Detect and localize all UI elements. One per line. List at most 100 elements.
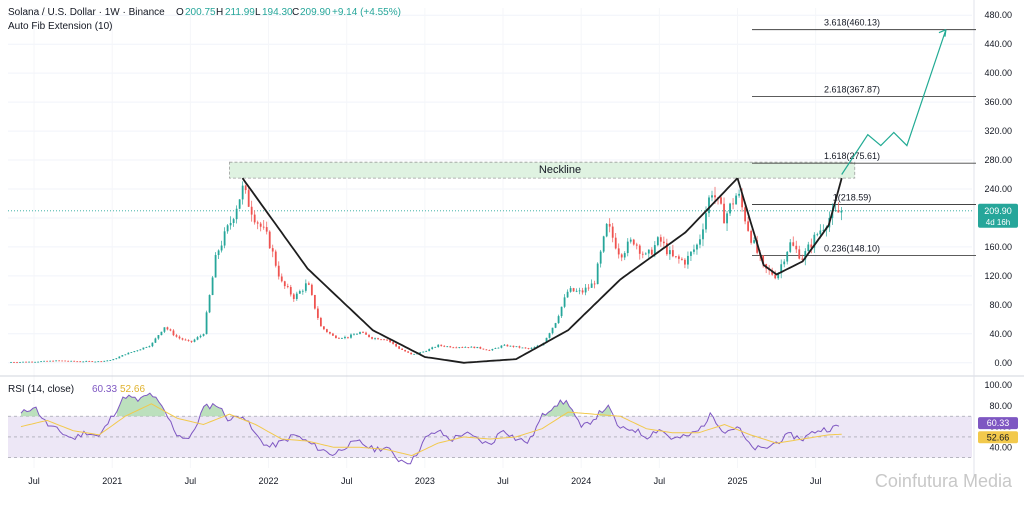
candle-body: [641, 253, 644, 255]
candle-body: [659, 237, 662, 242]
candle-body: [148, 346, 151, 348]
close-value: 209.90: [300, 7, 331, 18]
candle-body: [726, 213, 728, 224]
candle-body: [729, 203, 731, 214]
candle-body: [617, 248, 620, 255]
candle-body: [485, 349, 488, 351]
candle-body: [780, 264, 783, 274]
candle-body: [735, 195, 737, 205]
candle-body: [449, 346, 452, 348]
time-tick-label: Jul: [654, 476, 666, 486]
rsi-ma-tag-box: [978, 431, 1018, 444]
candle-body: [395, 343, 398, 347]
candle-body: [834, 210, 837, 212]
projection-arrowhead: [938, 29, 947, 37]
time-tick-label: Jul: [497, 476, 509, 486]
candle-body: [458, 347, 461, 348]
candle-body: [16, 362, 18, 364]
candle-body: [389, 339, 391, 343]
candle-body: [283, 281, 286, 287]
candle-body: [332, 333, 334, 336]
price-grid: [0, 0, 1024, 476]
candle-body: [560, 306, 563, 317]
candle-body: [13, 362, 15, 363]
candle-body: [783, 261, 786, 265]
candle-body: [19, 362, 21, 363]
candle-body: [166, 327, 169, 330]
candle-body: [178, 336, 181, 339]
candle-body: [121, 355, 124, 357]
candle-body: [711, 195, 713, 198]
candle-body: [587, 287, 590, 289]
candle-body: [608, 223, 611, 227]
candle-body: [422, 351, 425, 353]
candle-body: [226, 225, 229, 232]
neckline-zone-rect: [229, 161, 856, 179]
candle-body: [690, 251, 692, 256]
candle-body: [714, 195, 716, 198]
candle-body: [100, 361, 103, 363]
candle-body: [497, 347, 500, 349]
candle-body: [792, 242, 795, 246]
candle-body: [705, 213, 707, 230]
time-tick-label: 2021: [102, 476, 122, 486]
candle-body: [37, 361, 39, 363]
candle-body: [699, 239, 701, 245]
candle-body: [353, 334, 355, 336]
candle-body: [313, 294, 316, 309]
candle-body: [130, 352, 133, 353]
candle-body: [638, 245, 641, 254]
candle-body: [599, 251, 602, 264]
candle-body: [52, 360, 55, 362]
candle-body: [344, 336, 346, 339]
time-tick-label: Jul: [810, 476, 822, 486]
candle-body: [398, 346, 401, 349]
candle-body: [741, 193, 743, 208]
handle-curve: [736, 177, 843, 276]
time-tick-label: Jul: [185, 476, 197, 486]
candle-body: [798, 249, 801, 259]
fib-level-label: 0.236(148.10): [824, 244, 880, 254]
value-tags: 209.90 4d 16h 60.33 52.66: [978, 203, 1018, 444]
projection-path: [841, 29, 947, 175]
candle-body: [644, 253, 647, 255]
candle-body: [380, 339, 382, 341]
candle-body: [326, 329, 328, 332]
candle-body: [671, 250, 674, 257]
candle-body: [500, 345, 503, 348]
candle-body: [34, 361, 36, 363]
fib-level-label: 1(218.59): [833, 193, 872, 203]
candle-body: [322, 326, 325, 330]
candle-body: [527, 348, 530, 349]
candle-body: [365, 332, 367, 335]
candle-body: [614, 237, 617, 249]
candle-body: [662, 241, 665, 244]
candle-body: [256, 222, 259, 224]
candle-body: [687, 255, 689, 265]
close-label: C: [292, 7, 299, 18]
candle-body: [681, 258, 683, 260]
candle-body: [133, 351, 136, 353]
candle-body: [274, 251, 277, 266]
candle-body: [647, 249, 650, 254]
price-tick-label: 120.00: [984, 271, 1012, 281]
candle-body: [656, 237, 659, 246]
symbol-title: Solana / U.S. Dollar · 1W · Binance: [8, 7, 165, 18]
candle-body: [208, 295, 211, 313]
time-tick-label: 2025: [727, 476, 747, 486]
candle-body: [160, 331, 163, 336]
candle-body: [572, 288, 575, 292]
candle-body: [674, 256, 677, 258]
candle-body: [181, 338, 184, 340]
price-tick-label: 0.00: [994, 358, 1012, 368]
candle-body: [668, 250, 671, 255]
candle-body: [55, 360, 58, 362]
candle-body: [434, 346, 437, 348]
candle-body: [329, 331, 331, 334]
low-value: 194.30: [262, 7, 293, 18]
rsi-label: RSI (14, close): [8, 384, 74, 395]
rsi-pane: [8, 392, 972, 465]
candle-body: [386, 339, 388, 341]
candle-body: [446, 346, 449, 348]
fib-level-label: 2.618(367.87): [824, 84, 880, 94]
